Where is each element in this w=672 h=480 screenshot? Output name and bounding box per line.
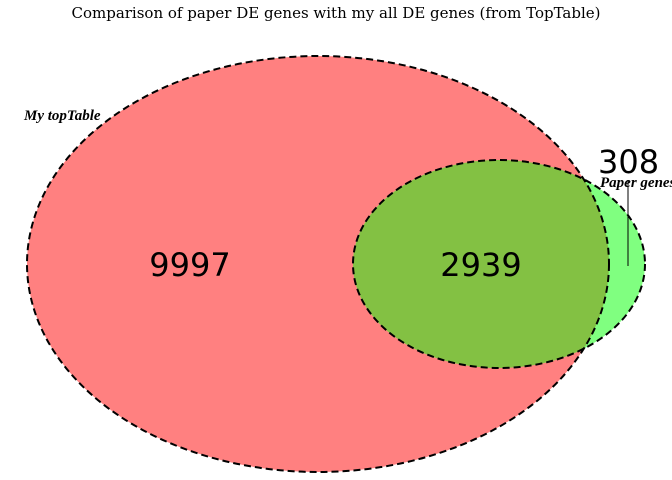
- set-a-label: My topTable: [23, 108, 101, 124]
- overlap-region: [353, 160, 609, 368]
- count-only-a: 9997: [149, 246, 230, 284]
- count-only-b: 308: [598, 143, 659, 181]
- count-overlap: 2939: [440, 246, 521, 284]
- set-a-region: [27, 56, 609, 472]
- set-a-outline: [26, 55, 610, 473]
- diagram-title: Comparison of paper DE genes with my all…: [71, 4, 600, 22]
- set-b-outline: [352, 159, 646, 369]
- set-b-label: Paper genes: [600, 175, 672, 191]
